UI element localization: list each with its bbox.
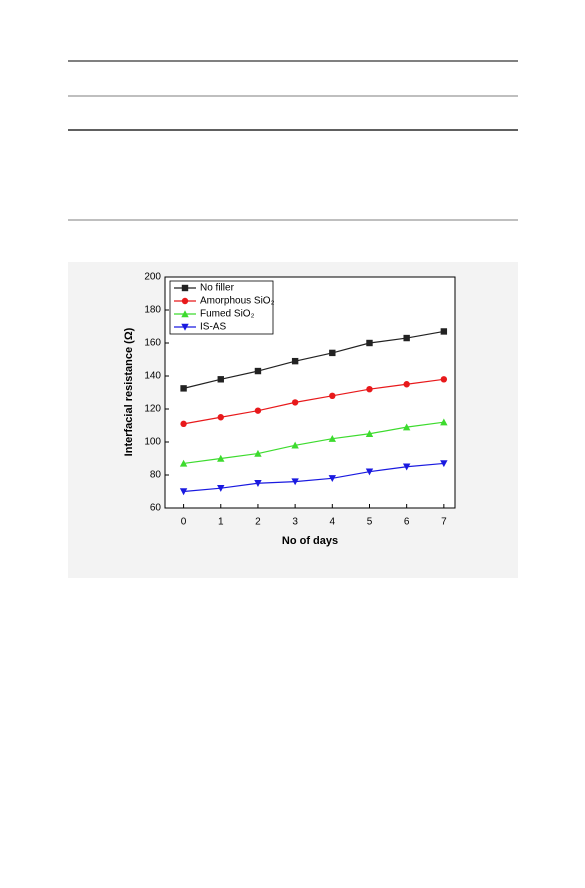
y-tick-label: 120 bbox=[144, 404, 161, 415]
x-axis-title: No of days bbox=[282, 535, 338, 547]
legend-marker bbox=[181, 284, 189, 292]
series-line bbox=[183, 378, 444, 425]
marker bbox=[291, 441, 299, 449]
marker bbox=[217, 376, 224, 383]
y-axis-title: Interfacial resistance (Ω) bbox=[123, 327, 135, 456]
marker bbox=[365, 430, 374, 437]
legend-label: IS-AS bbox=[200, 322, 226, 333]
marker bbox=[291, 399, 299, 406]
marker bbox=[365, 468, 374, 476]
x-tick-label: 3 bbox=[292, 517, 298, 528]
legend-marker bbox=[181, 323, 189, 331]
marker bbox=[402, 463, 411, 471]
marker bbox=[366, 339, 373, 347]
marker bbox=[291, 478, 299, 486]
marker bbox=[440, 328, 448, 335]
series-line bbox=[183, 421, 444, 465]
legend-label: No filler bbox=[200, 283, 235, 294]
legend-label: Amorphous SiO₂ bbox=[200, 296, 275, 307]
series-line bbox=[183, 462, 444, 493]
marker bbox=[328, 475, 337, 482]
marker bbox=[403, 334, 410, 342]
y-tick-label: 160 bbox=[144, 338, 161, 349]
x-tick-label: 1 bbox=[218, 517, 224, 528]
marker bbox=[366, 386, 373, 393]
y-tick-label: 180 bbox=[144, 305, 161, 316]
y-tick-label: 80 bbox=[150, 470, 162, 481]
marker bbox=[403, 381, 410, 388]
marker bbox=[329, 349, 336, 357]
x-tick-label: 0 bbox=[181, 517, 187, 528]
marker bbox=[217, 485, 225, 492]
marker bbox=[180, 385, 187, 392]
legend-marker bbox=[181, 310, 189, 318]
marker bbox=[329, 392, 336, 399]
y-tick-label: 100 bbox=[144, 437, 161, 448]
marker bbox=[328, 435, 337, 442]
marker bbox=[217, 414, 224, 421]
x-tick-label: 4 bbox=[330, 517, 336, 528]
marker bbox=[217, 454, 225, 462]
y-tick-label: 200 bbox=[144, 272, 161, 283]
x-tick-label: 7 bbox=[441, 517, 447, 528]
marker bbox=[440, 376, 448, 383]
y-tick-label: 140 bbox=[144, 371, 161, 382]
marker bbox=[254, 449, 262, 457]
x-tick-label: 5 bbox=[367, 517, 373, 528]
marker bbox=[180, 420, 187, 428]
marker bbox=[402, 423, 411, 431]
y-tick-label: 60 bbox=[150, 503, 162, 514]
x-tick-label: 2 bbox=[255, 517, 261, 528]
x-tick-label: 6 bbox=[404, 517, 410, 528]
marker bbox=[254, 480, 262, 487]
marker bbox=[179, 459, 188, 467]
marker bbox=[440, 418, 448, 426]
legend-marker bbox=[181, 297, 189, 305]
marker bbox=[440, 460, 448, 468]
marker bbox=[254, 367, 262, 375]
marker bbox=[254, 407, 262, 414]
marker bbox=[291, 357, 299, 365]
legend-label: Fumed SiO₂ bbox=[200, 309, 255, 320]
series-line bbox=[183, 330, 444, 389]
marker bbox=[179, 488, 188, 496]
